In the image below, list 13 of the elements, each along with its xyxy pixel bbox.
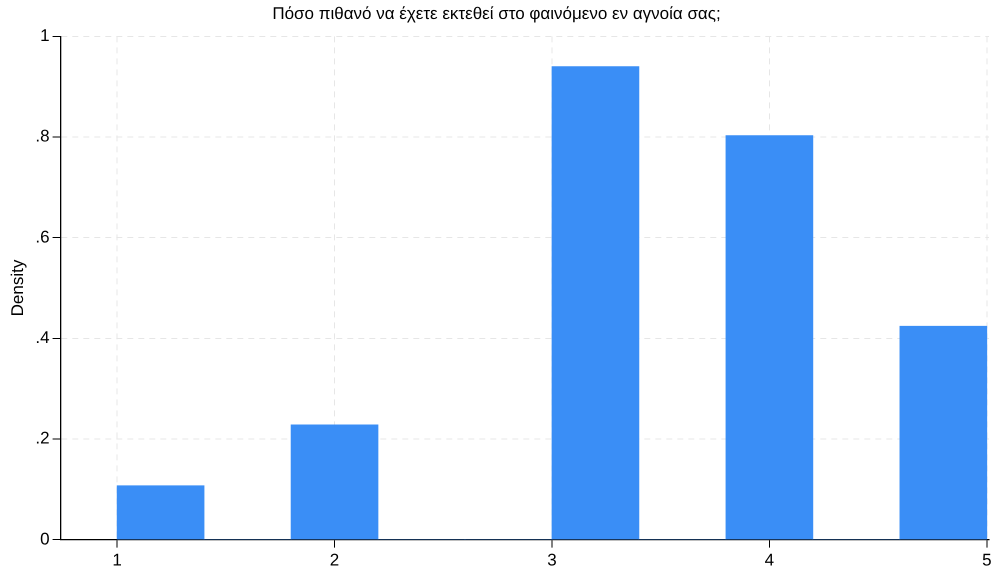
y-tick-label: .4 [35,328,50,348]
x-tick-label: 4 [764,550,774,570]
y-tick-label: 0 [40,529,50,548]
y-axis-title: Density [8,259,27,316]
y-tick-label: .6 [35,227,50,246]
y-tick-label: 1 [40,26,50,46]
x-tick-label: 5 [982,550,992,570]
y-tick-label: .2 [35,428,50,448]
x-tick-label: 2 [330,550,340,570]
x-tick-label: 3 [547,550,557,570]
chart-title: Πόσο πιθανό να έχετε εκτεθεί στο φαινόμενο εν αγνοία σας; [272,4,721,23]
y-tick-label: .8 [35,126,50,146]
x-tick-label: 1 [112,550,122,570]
